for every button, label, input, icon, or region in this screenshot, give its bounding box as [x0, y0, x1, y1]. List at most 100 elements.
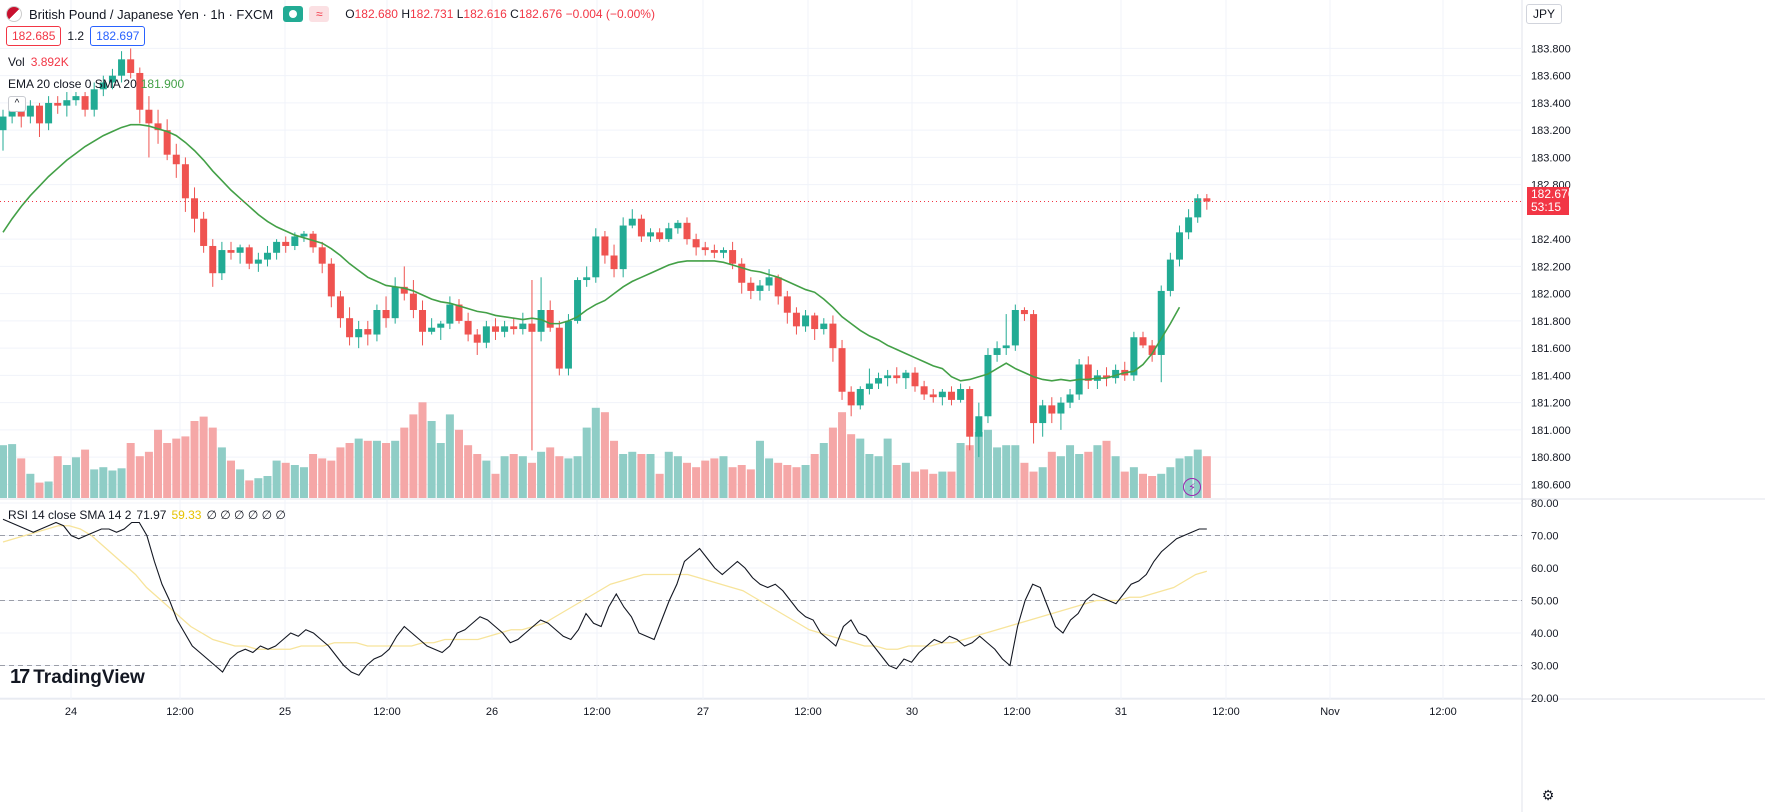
volume-bar [272, 460, 281, 498]
candle-body [1039, 405, 1047, 424]
volume-bar [783, 465, 792, 498]
volume-bar [491, 473, 500, 498]
candle-body [491, 326, 499, 332]
symbol-title[interactable]: British Pound / Japanese Yen · 1h · FXCM [29, 6, 274, 22]
volume-bar [327, 460, 336, 498]
ema-legend[interactable]: EMA 20 close 0 SMA 20 181.900 [8, 77, 185, 91]
current-price-tag: 182.676 53:15 [1527, 187, 1574, 215]
lightning-icon[interactable]: ⚡ [1183, 478, 1201, 496]
candle-body [382, 310, 390, 319]
candle-body [26, 105, 34, 117]
currency-button[interactable]: JPY [1526, 4, 1562, 24]
candle-body [373, 310, 381, 335]
quote-boxes: 182.685 1.2 182.697 [6, 26, 146, 46]
volume-bar [628, 451, 637, 498]
volume-bar [71, 457, 80, 498]
volume-bar [254, 478, 263, 498]
volume-bar [582, 427, 591, 498]
volume-legend[interactable]: Vol 3.892K [8, 55, 69, 69]
candle-body [1030, 314, 1038, 424]
candle-body [792, 312, 800, 327]
volume-bar [172, 438, 181, 498]
volume-bar [1093, 445, 1102, 498]
volume-bar [391, 440, 400, 498]
candle-body [1175, 232, 1183, 260]
candle-body [692, 239, 700, 248]
candle-body [674, 222, 682, 229]
collapse-legend-icon[interactable]: ^ [8, 96, 26, 112]
candle-body [1066, 394, 1074, 403]
volume-bar [527, 462, 536, 498]
volume-bar [746, 469, 755, 498]
volume-bar [318, 458, 327, 498]
volume-bar [1157, 473, 1166, 498]
candle-body [1157, 290, 1165, 355]
candle-body [838, 348, 846, 392]
price-tick-label: 181.200 [1531, 398, 1571, 410]
price-tick-label: 183.200 [1531, 125, 1571, 137]
tradingview-logo[interactable]: 17 TradingView [10, 666, 145, 689]
ema-layer [0, 123, 1522, 382]
volume-bar [929, 473, 938, 498]
time-tick-label: 12:00 [166, 706, 194, 718]
candle-body [99, 82, 107, 90]
ask-price-button[interactable]: 182.697 [90, 26, 146, 46]
candle-body [537, 310, 545, 332]
logo-text: TradingView [33, 666, 145, 688]
volume-bar [619, 454, 628, 498]
time-tick-label: 27 [697, 706, 709, 718]
volume-bar [1111, 456, 1120, 498]
price-change: −0.004 (−0.00%) [565, 7, 655, 21]
volume-bar [436, 443, 445, 498]
candle-body [1166, 259, 1174, 291]
candle-body [574, 280, 582, 321]
volume-bar [838, 412, 847, 498]
candle-body [1057, 402, 1065, 414]
candle-body [163, 130, 171, 155]
candle-body [482, 326, 490, 343]
volume-bar [217, 447, 226, 498]
volume-layer [0, 402, 1211, 498]
volume-bar [892, 465, 901, 498]
candle-body [710, 250, 718, 253]
volume-bar [664, 451, 673, 498]
volume-bar [427, 421, 436, 498]
time-tick-label: 12:00 [794, 706, 822, 718]
time-tick-label: 12:00 [373, 706, 401, 718]
volume-bar [482, 460, 491, 498]
volume-bar [445, 414, 454, 498]
volume-bar [62, 465, 71, 498]
settings-icon[interactable]: ⚙ [1541, 787, 1555, 803]
candle-body [875, 378, 883, 384]
candle-body [172, 154, 180, 165]
volume-bar [1056, 456, 1065, 498]
volume-bar [190, 421, 199, 498]
volume-bar [792, 467, 801, 498]
wave-icon[interactable]: ≈ [309, 6, 330, 22]
symbol-legend[interactable]: British Pound / Japanese Yen · 1h · FXCM… [6, 5, 655, 23]
candle-body [811, 315, 819, 330]
rsi-legend[interactable]: RSI 14 close SMA 14 2 71.97 59.33 ∅ ∅ ∅ ∅ ∅… [8, 508, 286, 522]
rsi-tick-label: 30.00 [1531, 661, 1559, 673]
volume-bar [683, 462, 691, 498]
candle-body [409, 293, 417, 310]
price-tick-label: 181.800 [1531, 316, 1571, 328]
candle-body [1103, 375, 1111, 379]
bid-price-button[interactable]: 182.685 [6, 26, 62, 46]
candle-body [63, 100, 71, 106]
market-open-icon[interactable] [283, 6, 304, 22]
candle-body [774, 277, 782, 297]
volume-bar [81, 449, 90, 498]
price-tick-label: 180.800 [1531, 452, 1571, 464]
tradingview-logo-icon: 17 [10, 666, 30, 688]
candle-body [647, 232, 655, 237]
candle-body [145, 109, 153, 124]
candle-body [847, 391, 855, 406]
time-tick-label: 25 [279, 706, 291, 718]
candle-body [191, 198, 199, 219]
candle-body [719, 250, 727, 253]
candle-body [336, 296, 344, 319]
candle-body [920, 386, 928, 395]
candle-body [1203, 198, 1211, 202]
